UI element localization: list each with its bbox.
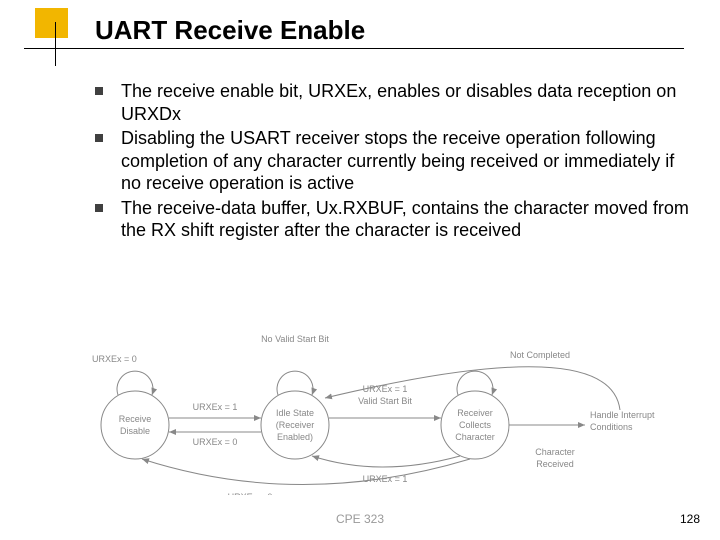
bullet-list: The receive enable bit, URXEx, enables o… — [95, 80, 695, 244]
square-bullet-icon — [95, 204, 103, 212]
bullet-item: The receive-data buffer, Ux.RXBUF, conta… — [95, 197, 695, 242]
edge-label: Character — [535, 447, 575, 457]
state-label: Conditions — [590, 422, 633, 432]
title-underline — [24, 48, 684, 49]
edge-label: URXEx = 1 — [363, 384, 408, 394]
edge-label: Valid Start Bit — [358, 396, 412, 406]
state-label: Character — [455, 432, 495, 442]
bullet-item: Disabling the USART receiver stops the r… — [95, 127, 695, 195]
state-label: Handle Interrupt — [590, 410, 655, 420]
state-label: (Receiver — [276, 420, 315, 430]
state-label: Collects — [459, 420, 492, 430]
state-label: Idle State — [276, 408, 314, 418]
edge-label: URXEx = 0 — [193, 437, 238, 447]
edge-label: No Valid Start Bit — [261, 334, 329, 344]
state-label: Receiver — [457, 408, 493, 418]
state-label: Receive — [119, 414, 152, 424]
footer-page-number: 128 — [680, 512, 700, 526]
edge-label: Received — [536, 459, 574, 469]
bullet-text: Disabling the USART receiver stops the r… — [121, 127, 695, 195]
state-label: Enabled) — [277, 432, 313, 442]
bullet-item: The receive enable bit, URXEx, enables o… — [95, 80, 695, 125]
title-accent-block — [35, 8, 68, 38]
edge-label: URXEx = 0 — [228, 492, 273, 495]
title-vertical-rule — [55, 22, 56, 66]
edge-label: Not Completed — [510, 350, 570, 360]
state-label: Disable — [120, 426, 150, 436]
edge-label: URXEx = 1 — [193, 402, 238, 412]
page-title: UART Receive Enable — [95, 15, 365, 46]
square-bullet-icon — [95, 87, 103, 95]
bullet-text: The receive enable bit, URXEx, enables o… — [121, 80, 695, 125]
footer-course: CPE 323 — [336, 512, 384, 526]
bullet-text: The receive-data buffer, Ux.RXBUF, conta… — [121, 197, 695, 242]
state-diagram: Receive Disable URXEx = 0 Idle State (Re… — [80, 310, 680, 495]
edge-label: URXEx = 0 — [92, 354, 137, 364]
square-bullet-icon — [95, 134, 103, 142]
